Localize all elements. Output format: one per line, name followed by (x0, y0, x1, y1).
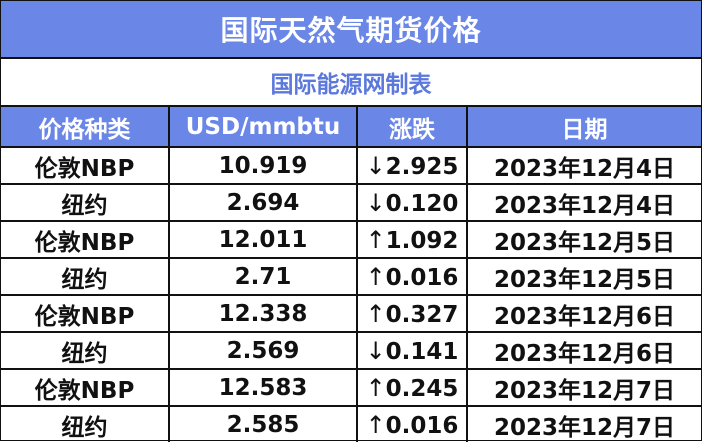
cell-date: 2023年12月6日 (466, 294, 701, 333)
cell-change: ↑0.245 (356, 368, 468, 407)
cell-kind: 伦敦NBP (1, 146, 170, 185)
cell-price: 12.583 (168, 368, 358, 407)
change-arrow-icon: ↑ (365, 262, 386, 291)
header-kind: 价格种类 (1, 107, 170, 148)
cell-change: ↑0.016 (356, 257, 468, 296)
change-arrow-icon: ↑ (365, 225, 386, 254)
table-row: 纽约 2.569 ↓0.141 2023年12月6日 (1, 331, 701, 370)
table-row: 伦敦NBP 12.011 ↑1.092 2023年12月5日 (1, 220, 701, 259)
price-table: 价格种类 USD/mmbtu 涨跌 日期 伦敦NBP 10.919 ↓2.925… (1, 107, 701, 442)
cell-change: ↑0.016 (356, 405, 468, 442)
change-value: 0.120 (385, 190, 459, 217)
change-value: 0.016 (385, 264, 459, 291)
page-subtitle: 国际能源网制表 (1, 59, 701, 107)
change-value: 0.141 (385, 338, 459, 365)
change-arrow-icon: ↑ (365, 373, 386, 402)
change-arrow-icon: ↓ (365, 151, 386, 180)
table-row: 伦敦NBP 12.583 ↑0.245 2023年12月7日 (1, 368, 701, 407)
cell-change: ↓2.925 (356, 146, 468, 185)
cell-date: 2023年12月5日 (466, 257, 701, 296)
cell-kind: 纽约 (1, 331, 170, 370)
header-change: 涨跌 (356, 107, 468, 148)
cell-kind: 伦敦NBP (1, 220, 170, 259)
change-value: 2.925 (385, 153, 459, 180)
cell-date: 2023年12月6日 (466, 331, 701, 370)
cell-date: 2023年12月4日 (466, 183, 701, 222)
cell-date: 2023年12月7日 (466, 368, 701, 407)
cell-kind: 纽约 (1, 405, 170, 442)
cell-kind: 纽约 (1, 183, 170, 222)
page-title: 国际天然气期货价格 (1, 1, 701, 59)
change-value: 1.092 (385, 227, 459, 254)
table-row: 纽约 2.71 ↑0.016 2023年12月5日 (1, 257, 701, 296)
table-row: 伦敦NBP 12.338 ↑0.327 2023年12月6日 (1, 294, 701, 333)
change-arrow-icon: ↑ (365, 410, 386, 439)
header-date: 日期 (466, 107, 701, 148)
cell-price: 2.71 (168, 257, 358, 296)
cell-price: 2.585 (168, 405, 358, 442)
cell-date: 2023年12月5日 (466, 220, 701, 259)
cell-change: ↑0.327 (356, 294, 468, 333)
cell-change: ↓0.141 (356, 331, 468, 370)
cell-date: 2023年12月4日 (466, 146, 701, 185)
table-row: 纽约 2.585 ↑0.016 2023年12月7日 (1, 405, 701, 442)
table-row: 纽约 2.694 ↓0.120 2023年12月4日 (1, 183, 701, 222)
cell-price: 2.569 (168, 331, 358, 370)
cell-kind: 伦敦NBP (1, 368, 170, 407)
cell-price: 10.919 (168, 146, 358, 185)
header-price: USD/mmbtu (168, 107, 358, 148)
table-header-row: 价格种类 USD/mmbtu 涨跌 日期 (1, 107, 701, 148)
cell-price: 12.338 (168, 294, 358, 333)
change-arrow-icon: ↓ (365, 188, 386, 217)
table-row: 伦敦NBP 10.919 ↓2.925 2023年12月4日 (1, 146, 701, 185)
cell-change: ↓0.120 (356, 183, 468, 222)
cell-kind: 伦敦NBP (1, 294, 170, 333)
change-arrow-icon: ↓ (365, 336, 386, 365)
cell-kind: 纽约 (1, 257, 170, 296)
change-value: 0.245 (385, 375, 459, 402)
change-arrow-icon: ↑ (365, 299, 386, 328)
cell-price: 12.011 (168, 220, 358, 259)
change-value: 0.016 (385, 412, 459, 439)
change-value: 0.327 (385, 301, 459, 328)
cell-price: 2.694 (168, 183, 358, 222)
cell-date: 2023年12月7日 (466, 405, 701, 442)
cell-change: ↑1.092 (356, 220, 468, 259)
